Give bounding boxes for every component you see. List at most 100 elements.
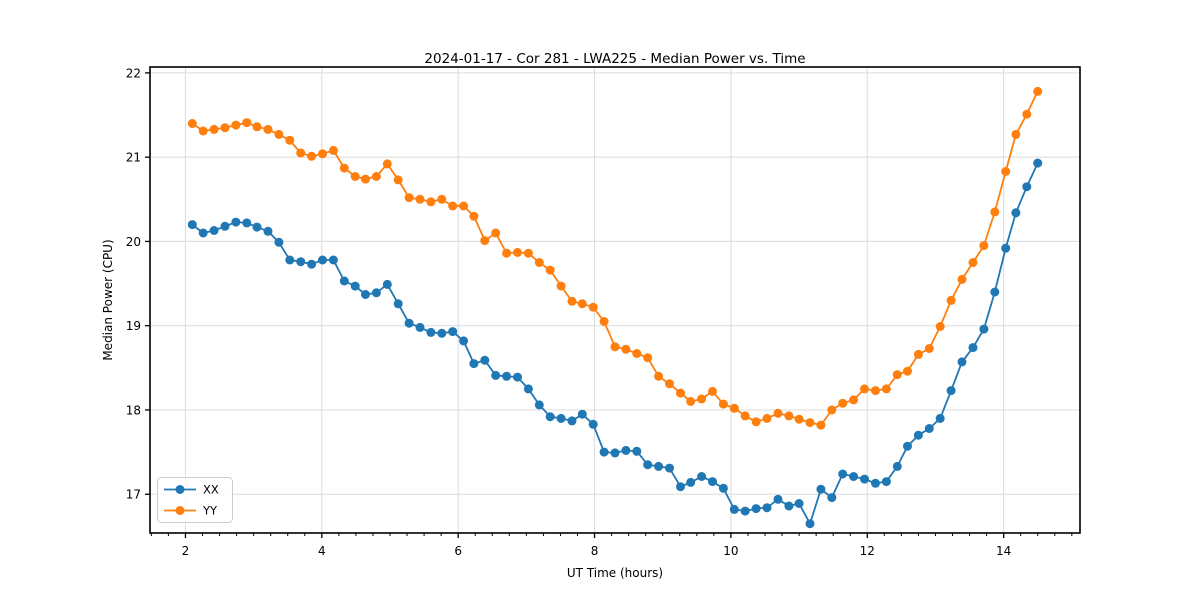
data-point-xx: [871, 478, 880, 488]
data-point-xx: [426, 327, 436, 337]
data-point-yy: [534, 258, 544, 267]
data-point-xx: [502, 371, 512, 381]
data-point-yy: [990, 207, 1000, 217]
data-point-xx: [740, 506, 750, 516]
data-point-xx: [621, 445, 631, 455]
data-point-xx: [220, 221, 230, 231]
data-point-yy: [1033, 86, 1043, 96]
data-point-xx: [556, 413, 566, 423]
legend-label-yy: YY: [202, 504, 218, 518]
data-point-yy: [957, 274, 967, 284]
data-point-yy: [676, 388, 685, 398]
data-point-yy: [318, 149, 327, 159]
x-tick-label: 12: [860, 544, 875, 558]
legend-label-xx: XX: [203, 483, 219, 497]
data-point-xx: [924, 424, 934, 433]
data-point-yy: [762, 413, 772, 423]
data-point-xx: [350, 281, 360, 291]
data-point-xx: [968, 343, 978, 353]
data-point-yy: [805, 418, 815, 428]
data-point-xx: [480, 355, 490, 365]
x-tick-label: 14: [996, 544, 1011, 558]
data-point-xx: [643, 460, 653, 470]
chart-title: 2024-01-17 - Cor 281 - LWA225 - Median P…: [424, 51, 805, 67]
grid-layer: [150, 67, 1080, 533]
data-point-xx: [339, 276, 349, 286]
data-point-yy: [697, 394, 707, 404]
data-point-xx: [784, 501, 794, 511]
legend-box: [157, 477, 233, 523]
data-point-xx: [599, 447, 609, 457]
data-point-xx: [686, 477, 696, 487]
data-point-xx: [404, 318, 414, 328]
data-point-yy: [437, 194, 447, 204]
data-point-xx: [318, 255, 327, 265]
data-point-xx: [393, 299, 403, 309]
data-point-yy: [231, 120, 241, 130]
data-point-xx: [903, 441, 912, 451]
data-point-xx: [209, 226, 219, 235]
x-tick-label: 4: [318, 544, 326, 558]
y-tick-label: 21: [126, 151, 141, 165]
data-point-xx: [545, 412, 555, 422]
data-point-yy: [979, 241, 989, 251]
data-point-xx: [231, 217, 241, 227]
data-point-yy: [371, 172, 381, 181]
data-point-xx: [827, 493, 837, 503]
data-point-xx: [296, 257, 306, 267]
data-point-yy: [729, 403, 739, 413]
data-point-xx: [371, 288, 381, 298]
data-point-xx: [654, 461, 664, 471]
data-point-xx: [990, 287, 1000, 297]
data-point-xx: [415, 322, 425, 332]
data-point-yy: [892, 370, 902, 380]
data-point-yy: [784, 411, 794, 421]
data-point-xx: [263, 226, 273, 236]
legend-marker-yy: [175, 506, 185, 515]
data-point-yy: [307, 151, 317, 161]
x-tick-label: 2: [182, 544, 190, 558]
data-point-xx: [697, 472, 707, 481]
data-point-yy: [285, 135, 295, 145]
y-axis-label: Median Power (CPU): [101, 239, 115, 360]
data-point-yy: [827, 405, 837, 415]
data-point-xx: [979, 324, 989, 334]
data-point-xx: [577, 409, 587, 419]
data-point-xx: [773, 494, 783, 504]
data-point-xx: [328, 255, 338, 265]
data-point-yy: [588, 302, 598, 312]
data-point-xx: [849, 472, 859, 481]
data-point-xx: [751, 504, 761, 514]
data-point-yy: [871, 386, 880, 396]
data-point-yy: [849, 395, 859, 405]
x-tick-label: 10: [723, 544, 738, 558]
legend: XX YY: [157, 477, 233, 523]
data-point-yy: [816, 420, 826, 430]
data-point-xx: [794, 499, 804, 508]
data-point-xx: [665, 463, 674, 473]
data-point-xx: [285, 255, 295, 265]
data-point-xx: [676, 482, 685, 492]
data-point-yy: [556, 281, 566, 291]
data-point-yy: [860, 384, 869, 394]
axes-layer: 2 4 6 8 10 12 14 17 18 19 20 21 22: [126, 66, 1081, 558]
data-point-xx: [718, 483, 728, 493]
y-tick-label: 22: [126, 66, 141, 80]
y-tick-label: 17: [126, 488, 141, 502]
data-point-xx: [469, 359, 479, 369]
data-point-xx: [437, 328, 447, 338]
data-point-yy: [599, 317, 609, 326]
data-point-yy: [946, 295, 956, 305]
data-point-yy: [187, 119, 197, 128]
data-point-yy: [665, 379, 674, 389]
data-point-yy: [274, 129, 284, 139]
data-point-xx: [881, 477, 891, 487]
data-point-xx: [708, 477, 717, 487]
y-tick-label: 20: [126, 235, 141, 249]
data-point-yy: [1011, 129, 1021, 139]
data-point-xx: [513, 372, 522, 382]
data-point-yy: [328, 145, 338, 155]
data-point-yy: [708, 386, 717, 396]
data-point-yy: [632, 349, 642, 358]
